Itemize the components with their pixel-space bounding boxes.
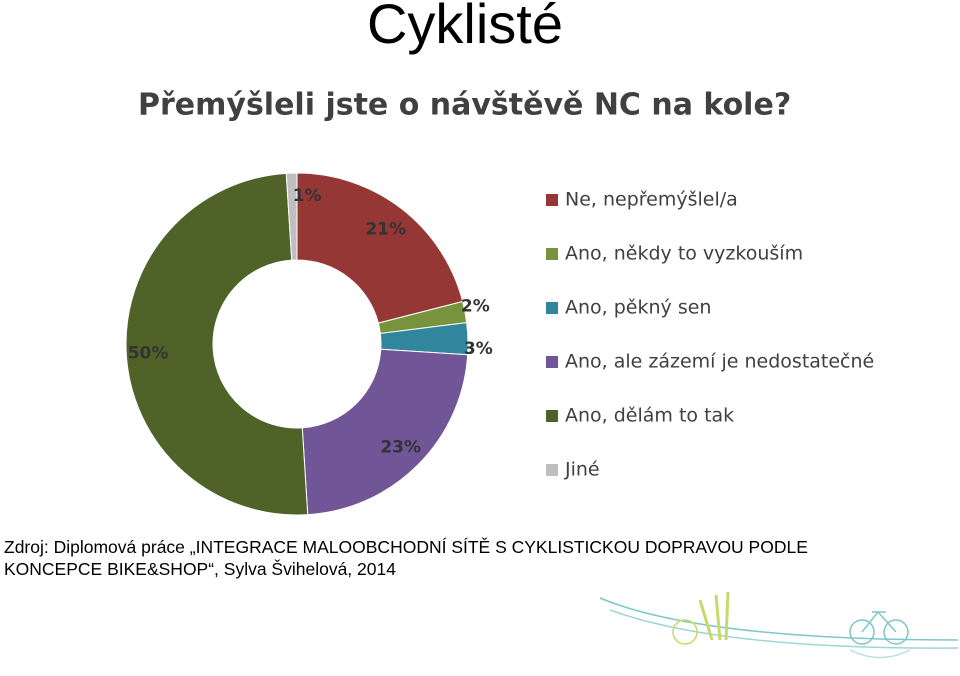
- data-label: 1%: [293, 186, 322, 206]
- data-label: 23%: [380, 438, 421, 458]
- legend-swatch: [546, 302, 558, 314]
- source: Zdroj: Diplomová práce „INTEGRACE MALOOB…: [4, 537, 808, 579]
- legend-label: Jiné: [564, 459, 600, 481]
- legend-label: Ano, pěkný sen: [565, 297, 711, 319]
- slide-title: Cyklisté: [367, 0, 563, 55]
- data-label: 3%: [464, 339, 493, 359]
- logo: [599, 591, 959, 659]
- legend-swatch: [546, 248, 558, 260]
- data-label: 50%: [128, 343, 169, 363]
- legend-swatch: [546, 464, 558, 476]
- slice: [301, 348, 469, 516]
- legend-swatch: [546, 410, 558, 422]
- slice: [285, 172, 298, 261]
- legend-label: Ne, nepřemýšlel/a: [565, 189, 738, 211]
- legend-swatch: [546, 194, 558, 206]
- slice: [125, 172, 309, 516]
- chart-title: Přemýšleli jste o návštěvě NC na kole?: [138, 88, 791, 123]
- legend-label: Ano, ale zázemí je nedostatečné: [565, 351, 874, 373]
- slice: [296, 172, 464, 324]
- legend-swatch: [546, 356, 558, 368]
- data-label: 21%: [365, 220, 406, 240]
- legend-label: Ano, někdy to vyzkouším: [565, 243, 803, 265]
- legend-label: Ano, dělám to tak: [565, 405, 734, 427]
- data-label: 2%: [461, 296, 490, 316]
